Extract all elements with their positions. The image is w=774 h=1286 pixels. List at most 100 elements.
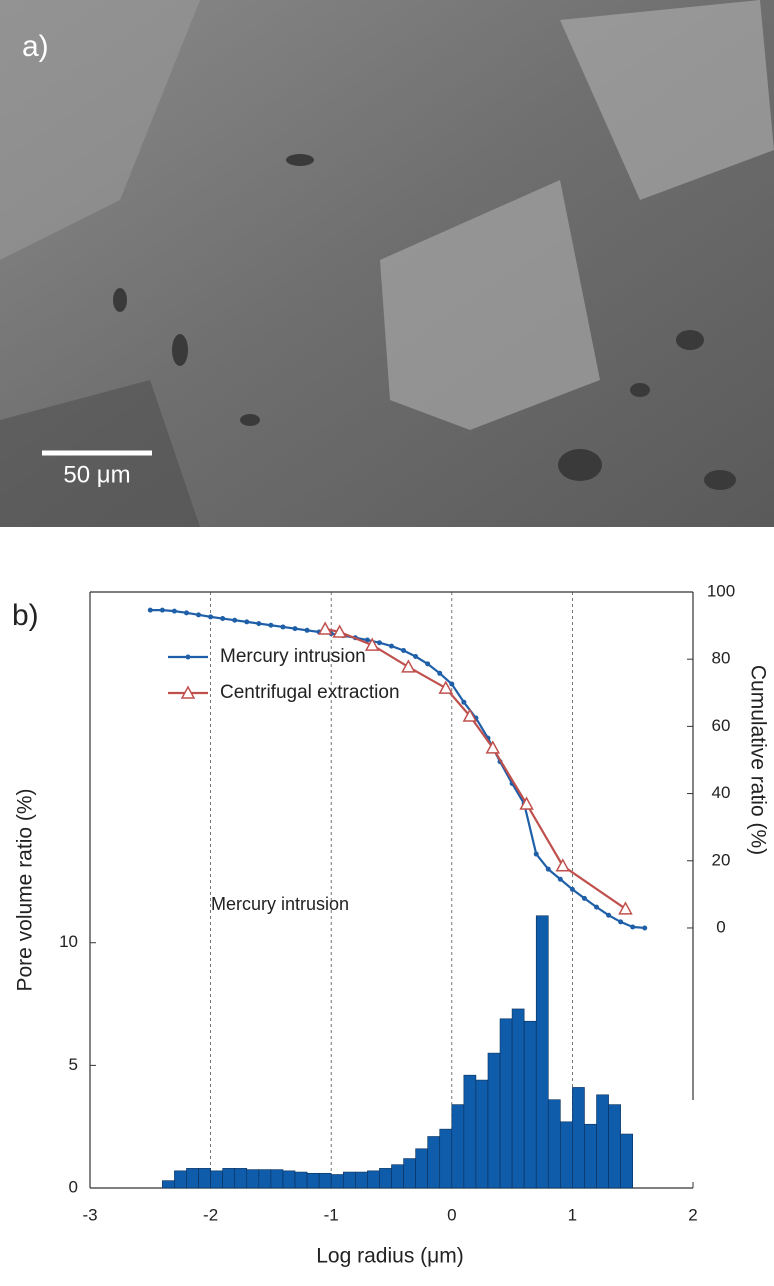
dot-marker — [220, 616, 226, 622]
histogram-bar — [499, 1018, 513, 1189]
histogram-bar — [294, 1171, 308, 1189]
sem-photo: a) 50 μm — [0, 0, 774, 527]
histogram-bar — [596, 1094, 609, 1189]
histogram-bar — [427, 1136, 441, 1189]
dot-marker — [413, 654, 419, 660]
scale-bar-label: 50 μm — [63, 461, 130, 488]
dot-marker — [244, 619, 250, 625]
dot-marker — [364, 637, 370, 643]
legend-label: Mercury intrusion — [220, 646, 366, 667]
legend-marker — [185, 654, 191, 660]
triangle-marker — [555, 858, 571, 872]
histogram-bar — [439, 1128, 453, 1189]
histogram-bar — [560, 1121, 573, 1189]
histogram-bar — [620, 1133, 634, 1189]
y2-tick-label: 80 — [712, 649, 731, 668]
x-tick-label: 1 — [568, 1205, 577, 1224]
histogram-bar — [367, 1170, 380, 1189]
legend-marker — [180, 685, 196, 699]
histogram-bar — [198, 1168, 211, 1189]
histogram-bar — [572, 1087, 585, 1189]
dot-marker — [292, 626, 298, 632]
histogram-bar — [523, 1020, 537, 1189]
histogram-bar — [222, 1168, 236, 1189]
x-tick-label: 2 — [688, 1205, 697, 1224]
histogram-bar — [403, 1158, 416, 1189]
y2-tick-label: 100 — [707, 581, 735, 600]
dot-marker — [159, 607, 165, 613]
dot-marker — [437, 670, 443, 676]
dot-marker — [280, 624, 286, 630]
histogram-bar — [210, 1170, 223, 1189]
histogram-bar — [174, 1170, 187, 1189]
panel-label: b) — [12, 599, 39, 632]
histogram-bar — [391, 1164, 404, 1189]
triangle-marker — [401, 659, 416, 673]
histogram-bar — [282, 1170, 296, 1189]
series-line — [324, 627, 627, 910]
histogram-bar — [608, 1104, 621, 1189]
triangle-marker — [462, 708, 478, 722]
dot-marker — [618, 919, 624, 925]
y-tick-label: 10 — [59, 932, 78, 951]
dot-marker — [425, 661, 431, 667]
photo-label: a) — [22, 30, 49, 63]
x-tick-label: -2 — [203, 1205, 218, 1224]
histogram-bar — [355, 1171, 368, 1189]
dot-marker — [449, 681, 455, 687]
y-tick-label: 0 — [69, 1177, 78, 1196]
dot-marker — [581, 895, 587, 901]
x-tick-label: 0 — [447, 1205, 456, 1224]
dot-marker — [594, 904, 600, 910]
dot-marker — [147, 607, 153, 613]
legend-label: Centrifugal extraction — [220, 682, 400, 703]
histogram-bar — [584, 1123, 597, 1189]
dot-marker — [304, 627, 310, 633]
dot-marker — [461, 699, 467, 705]
dot-marker — [606, 912, 612, 918]
dot-marker — [545, 866, 551, 872]
dot-marker — [401, 647, 407, 653]
histogram-bar — [379, 1168, 392, 1189]
histogram-bar — [162, 1180, 175, 1189]
histogram-bar — [234, 1168, 248, 1189]
dot-marker — [268, 622, 274, 628]
dot-marker — [389, 643, 394, 649]
dot-marker — [376, 640, 382, 646]
histogram-bar — [463, 1074, 477, 1189]
y-tick-label: 5 — [69, 1055, 78, 1074]
x-axis-label: Log radius (μm) — [316, 1245, 463, 1268]
dot-marker — [196, 612, 202, 618]
dot-marker — [642, 925, 648, 931]
y2-tick-label: 60 — [712, 716, 731, 735]
triangle-marker — [438, 680, 454, 694]
dot-marker — [232, 617, 238, 623]
histogram-bar — [258, 1169, 272, 1189]
triangle-marker — [332, 624, 347, 638]
triangle-marker — [364, 637, 380, 651]
histogram-bar — [342, 1171, 356, 1189]
histogram-bar — [487, 1052, 501, 1189]
dot-marker — [557, 876, 563, 882]
histogram-bar — [186, 1168, 199, 1189]
x-tick-label: -1 — [324, 1205, 339, 1224]
histogram-bar — [306, 1172, 320, 1189]
y2-axis-label: Cumulative ratio (%) — [746, 665, 769, 855]
dot-marker — [533, 851, 539, 857]
histogram-bar — [330, 1174, 344, 1189]
dot-marker — [630, 924, 636, 930]
triangle-marker — [618, 901, 633, 915]
triangle-marker — [485, 740, 501, 754]
y2-tick-label: 40 — [712, 783, 731, 802]
histogram-bar — [318, 1172, 332, 1189]
dot-marker — [256, 621, 262, 627]
y2-tick-label: 20 — [712, 850, 731, 869]
dot-marker — [183, 610, 189, 616]
dot-marker — [208, 614, 214, 620]
dot-marker — [171, 608, 177, 614]
histogram-bar — [451, 1104, 465, 1189]
histogram-bar — [535, 915, 549, 1189]
x-tick-label: -3 — [82, 1205, 97, 1224]
